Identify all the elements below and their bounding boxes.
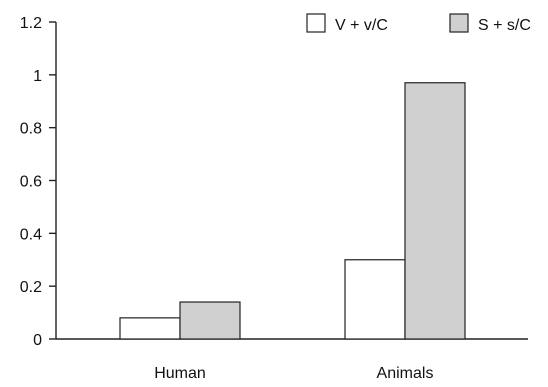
y-tick-label: 0.8: [20, 121, 42, 138]
y-tick-label: 0.6: [20, 174, 42, 191]
y-tick-label: 1.2: [20, 15, 42, 32]
x-axis: Human Animals: [56, 338, 528, 382]
y-tick-label: 0.4: [20, 226, 42, 243]
y-axis: 0 0.2 0.4 0.6 0.8 1 1.2: [20, 15, 57, 349]
x-tick-label-human: Human: [154, 365, 206, 382]
x-tick-label-animals: Animals: [377, 365, 434, 382]
bar-animals-series-1: [344, 259, 406, 340]
y-tick-label: 0: [33, 332, 42, 349]
bar-human-series-2: [179, 301, 241, 340]
legend-swatch-series-2: [449, 13, 469, 33]
legend-swatch-series-1: [306, 13, 326, 33]
x-tick-labels: Human Animals: [154, 365, 433, 382]
bar-human-series-1: [119, 317, 181, 340]
legend-label-series-2: S + s/C: [478, 17, 531, 34]
bar-animals-series-2: [404, 82, 466, 340]
legend-label-series-1: V + v/C: [335, 17, 388, 34]
legend: V + v/C S + s/C: [306, 13, 531, 34]
bars: [119, 82, 466, 340]
y-ticks: 0 0.2 0.4 0.6 0.8 1 1.2: [20, 15, 56, 349]
y-tick-label: 0.2: [20, 279, 42, 296]
y-tick-label: 1: [33, 68, 42, 85]
